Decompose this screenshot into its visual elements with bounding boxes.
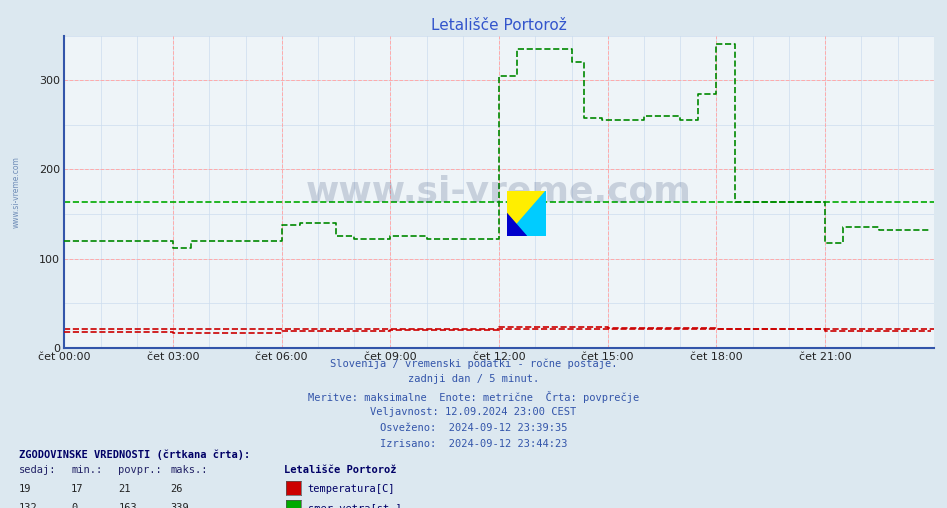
- Text: Izrisano:  2024-09-12 23:44:23: Izrisano: 2024-09-12 23:44:23: [380, 439, 567, 450]
- Text: 17: 17: [71, 484, 83, 494]
- Title: Letališče Portorož: Letališče Portorož: [431, 18, 567, 33]
- Text: www.si-vreme.com: www.si-vreme.com: [12, 156, 21, 228]
- Text: smer vetra[st.]: smer vetra[st.]: [308, 503, 402, 508]
- Polygon shape: [507, 213, 527, 236]
- Polygon shape: [507, 190, 546, 236]
- Text: povpr.:: povpr.:: [118, 465, 162, 475]
- Text: 132: 132: [19, 503, 38, 508]
- Text: temperatura[C]: temperatura[C]: [308, 484, 395, 494]
- Text: Letališče Portorož: Letališče Portorož: [284, 465, 397, 475]
- Text: 21: 21: [118, 484, 131, 494]
- Text: min.:: min.:: [71, 465, 102, 475]
- Text: 163: 163: [118, 503, 137, 508]
- Text: Osveženo:  2024-09-12 23:39:35: Osveženo: 2024-09-12 23:39:35: [380, 423, 567, 433]
- Text: zadnji dan / 5 minut.: zadnji dan / 5 minut.: [408, 374, 539, 385]
- Text: Slovenija / vremenski podatki - ročne postaje.: Slovenija / vremenski podatki - ročne po…: [330, 358, 617, 369]
- Text: ZGODOVINSKE VREDNOSTI (črtkana črta):: ZGODOVINSKE VREDNOSTI (črtkana črta):: [19, 450, 250, 460]
- Text: 26: 26: [170, 484, 183, 494]
- Text: www.si-vreme.com: www.si-vreme.com: [306, 175, 692, 209]
- Text: maks.:: maks.:: [170, 465, 208, 475]
- Text: sedaj:: sedaj:: [19, 465, 57, 475]
- Text: Meritve: maksimalne  Enote: metrične  Črta: povprečje: Meritve: maksimalne Enote: metrične Črta…: [308, 391, 639, 403]
- Text: Veljavnost: 12.09.2024 23:00 CEST: Veljavnost: 12.09.2024 23:00 CEST: [370, 407, 577, 417]
- Text: 19: 19: [19, 484, 31, 494]
- Text: 0: 0: [71, 503, 78, 508]
- Polygon shape: [507, 190, 546, 236]
- Text: 339: 339: [170, 503, 189, 508]
